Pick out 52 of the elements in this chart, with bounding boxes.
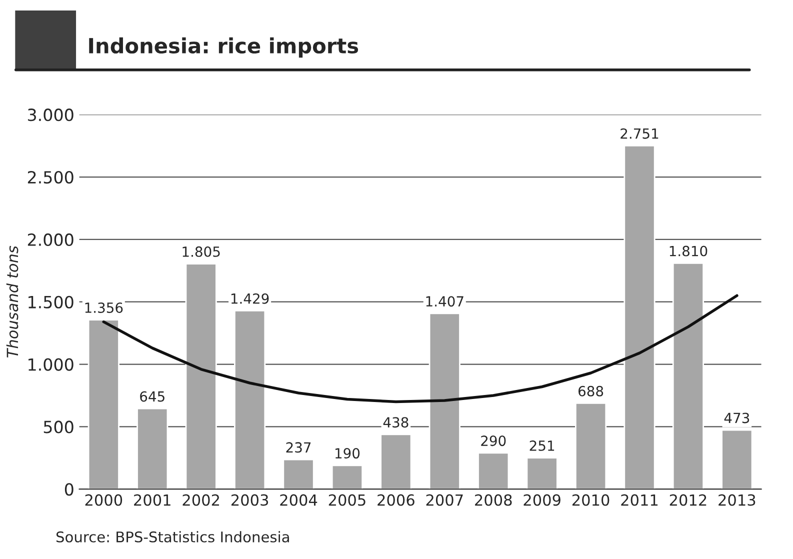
x-tick-label: 2011 [621, 494, 658, 506]
bar [331, 464, 364, 490]
x-tick-label: 2010 [572, 494, 610, 506]
data-label: 1.805 [182, 246, 220, 257]
y-tick-label: 0 [64, 483, 74, 496]
bar [136, 408, 168, 490]
chart-title: Indonesia: rice imports [89, 37, 358, 58]
x-tick-label: 2007 [426, 494, 463, 506]
y-tick-label: 3.000 [28, 108, 74, 122]
data-label: 645 [140, 391, 164, 402]
bar [574, 402, 607, 490]
data-label: 1.429 [231, 293, 269, 304]
y-tick-label: 2.500 [28, 170, 74, 184]
y-tick-label: 1.000 [28, 358, 74, 371]
data-label: 1.810 [670, 246, 708, 256]
y-tick-label: 2.000 [28, 233, 74, 246]
bar [282, 458, 314, 490]
bar [185, 263, 217, 490]
data-label: 473 [724, 412, 750, 424]
y-axis-title: Thousand tons [6, 246, 18, 358]
data-label: 1.356 [85, 302, 123, 313]
bar [234, 310, 266, 490]
data-label: 2.751 [620, 128, 658, 139]
y-tick-label: 1.500 [28, 296, 74, 308]
bar [624, 144, 656, 490]
x-tick-label: 2012 [670, 494, 706, 506]
bar [721, 429, 753, 490]
x-tick-label: 2009 [524, 494, 560, 506]
x-tick-label: 2001 [134, 494, 170, 506]
data-label: 190 [335, 448, 360, 459]
x-tick-label: 2003 [231, 494, 268, 506]
x-tick-label: 2006 [378, 494, 414, 506]
data-label: 1.407 [426, 296, 464, 307]
y-tick-label: 500 [44, 420, 74, 434]
data-label: 251 [530, 440, 554, 451]
x-tick-label: 2005 [328, 494, 366, 506]
bar [428, 312, 460, 490]
x-tick-label: 2002 [182, 494, 219, 506]
data-label: 237 [286, 442, 311, 453]
bar [380, 434, 412, 490]
x-tick-label: 2008 [475, 494, 512, 506]
data-label: 438 [383, 417, 408, 428]
bar [672, 262, 704, 490]
bar [88, 319, 120, 490]
x-tick-label: 2000 [85, 494, 122, 506]
x-tick-label: 2013 [718, 494, 756, 506]
data-label: 688 [578, 386, 604, 396]
bar [478, 452, 510, 490]
source-note: Source: BPS-Statistics Indonesia [56, 531, 289, 542]
bar [526, 457, 558, 490]
data-label: 290 [481, 436, 506, 446]
x-tick-label: 2004 [280, 494, 318, 506]
